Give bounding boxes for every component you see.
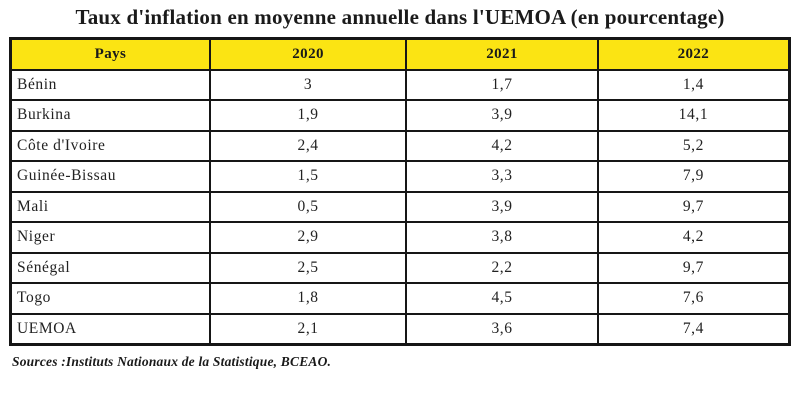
country-cell: Côte d'Ivoire	[9, 129, 211, 162]
value-cell: 2,4	[208, 129, 408, 162]
value-cell: 2,9	[208, 221, 408, 254]
value-cell: 9,7	[596, 251, 791, 284]
value-cell: 1,4	[596, 68, 791, 101]
inflation-table: Pays 2020 2021 2022 Bénin 3 1,7 1,4 Burkina 1,9 3…	[9, 37, 791, 346]
value-cell: 4,2	[405, 129, 599, 162]
value-cell: 3,3	[405, 160, 599, 193]
value-cell: 7,4	[596, 312, 791, 345]
value-cell: 4,2	[596, 221, 791, 254]
column-header: 2022	[596, 37, 791, 71]
value-cell: 7,9	[596, 160, 791, 193]
value-cell: 14,1	[596, 99, 791, 132]
value-cell: 3,8	[405, 221, 599, 254]
value-cell: 2,2	[405, 251, 599, 284]
country-cell: Guinée-Bissau	[9, 160, 211, 193]
table-row: Guinée-Bissau 1,5 3,3 7,9	[9, 160, 791, 193]
table-row: Niger 2,9 3,8 4,2	[9, 221, 791, 254]
value-cell: 1,7	[405, 68, 599, 101]
table-row: Togo 1,8 4,5 7,6	[9, 282, 791, 315]
country-cell: Burkina	[9, 99, 211, 132]
country-cell: Togo	[9, 282, 211, 315]
value-cell: 3	[208, 68, 408, 101]
country-cell: Sénégal	[9, 251, 211, 284]
value-cell: 9,7	[596, 190, 791, 223]
table-row: Sénégal 2,5 2,2 9,7	[9, 251, 791, 284]
table-row: Mali 0,5 3,9 9,7	[9, 190, 791, 223]
value-cell: 2,5	[208, 251, 408, 284]
column-header: 2021	[405, 37, 599, 71]
value-cell: 1,8	[208, 282, 408, 315]
country-cell: UEMOA	[9, 312, 211, 345]
value-cell: 3,6	[405, 312, 599, 345]
value-cell: 7,6	[596, 282, 791, 315]
table-row: Côte d'Ivoire 2,4 4,2 5,2	[9, 129, 791, 162]
value-cell: 3,9	[405, 99, 599, 132]
table-header-row: Pays 2020 2021 2022	[9, 37, 791, 71]
value-cell: 0,5	[208, 190, 408, 223]
value-cell: 2,1	[208, 312, 408, 345]
source-note: Sources :Instituts Nationaux de la Stati…	[12, 353, 332, 369]
value-cell: 4,5	[405, 282, 599, 315]
country-cell: Niger	[9, 221, 211, 254]
table-row: Burkina 1,9 3,9 14,1	[9, 99, 791, 132]
table-row: UEMOA 2,1 3,6 7,4	[9, 312, 791, 345]
country-cell: Bénin	[9, 68, 211, 101]
table-row: Bénin 3 1,7 1,4	[9, 68, 791, 101]
value-cell: 5,2	[596, 129, 791, 162]
value-cell: 3,9	[405, 190, 599, 223]
value-cell: 1,5	[208, 160, 408, 193]
column-header: Pays	[9, 37, 211, 71]
inflation-table-body: Bénin 3 1,7 1,4 Burkina 1,9 3,9 14,1 Côte d'Ivoi…	[9, 68, 791, 345]
value-cell: 1,9	[208, 99, 408, 132]
column-header: 2020	[208, 37, 408, 71]
page-title: Taux d'inflation en moyenne annuelle dan…	[75, 5, 725, 29]
country-cell: Mali	[9, 190, 211, 223]
